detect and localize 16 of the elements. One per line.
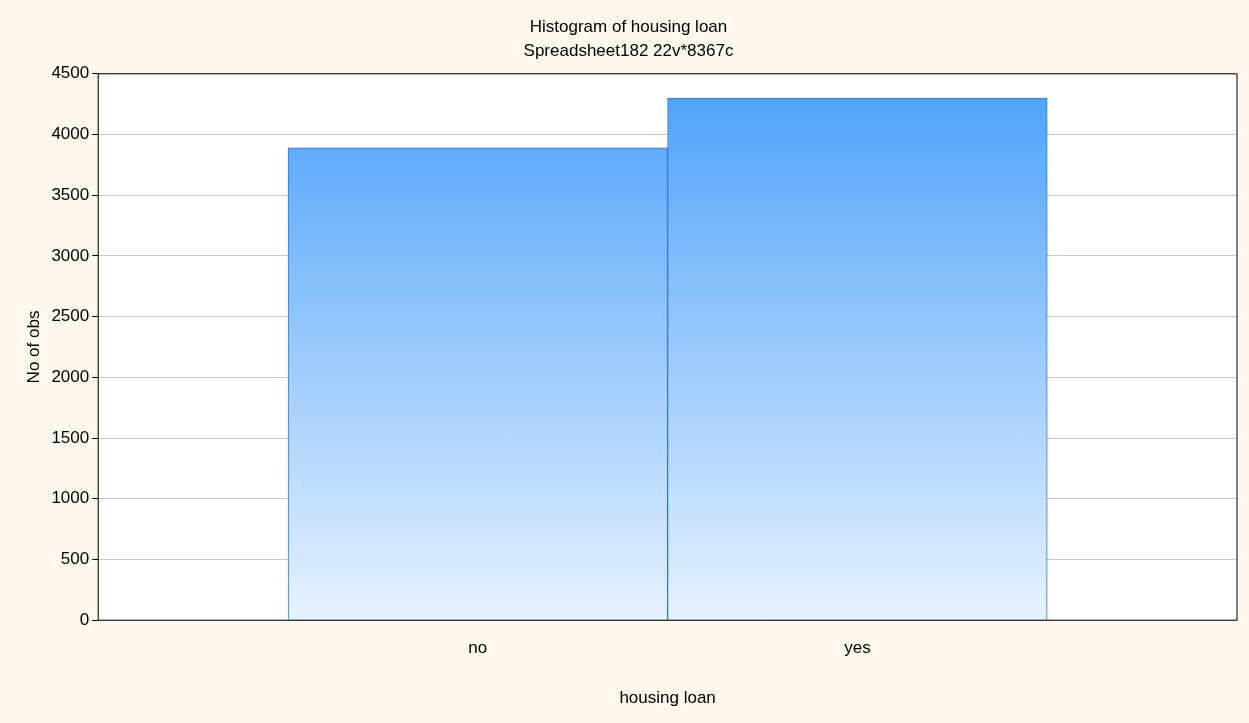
y-tick-label: 500	[60, 549, 90, 569]
x-tick-label: yes	[844, 638, 871, 658]
y-tick-label: 4000	[51, 124, 90, 144]
y-tick-label: 1500	[51, 427, 90, 447]
y-tick-label: 2000	[51, 367, 90, 387]
y-tick-label: 4500	[51, 63, 90, 83]
y-tick-label: 1000	[51, 488, 90, 508]
y-tick-label: 0	[79, 609, 90, 629]
chart-subtitle: Spreadsheet182 22v*8367c	[523, 41, 734, 61]
x-tick-label: no	[468, 638, 488, 658]
x-axis-title: housing loan	[619, 688, 716, 708]
chart-title: Histogram of housing loan	[529, 16, 728, 36]
y-axis-title: No of obs	[23, 310, 43, 384]
y-tick-label: 3000	[51, 245, 90, 265]
y-tick-label: 2500	[51, 306, 90, 326]
y-tick-label: 3500	[51, 184, 90, 204]
